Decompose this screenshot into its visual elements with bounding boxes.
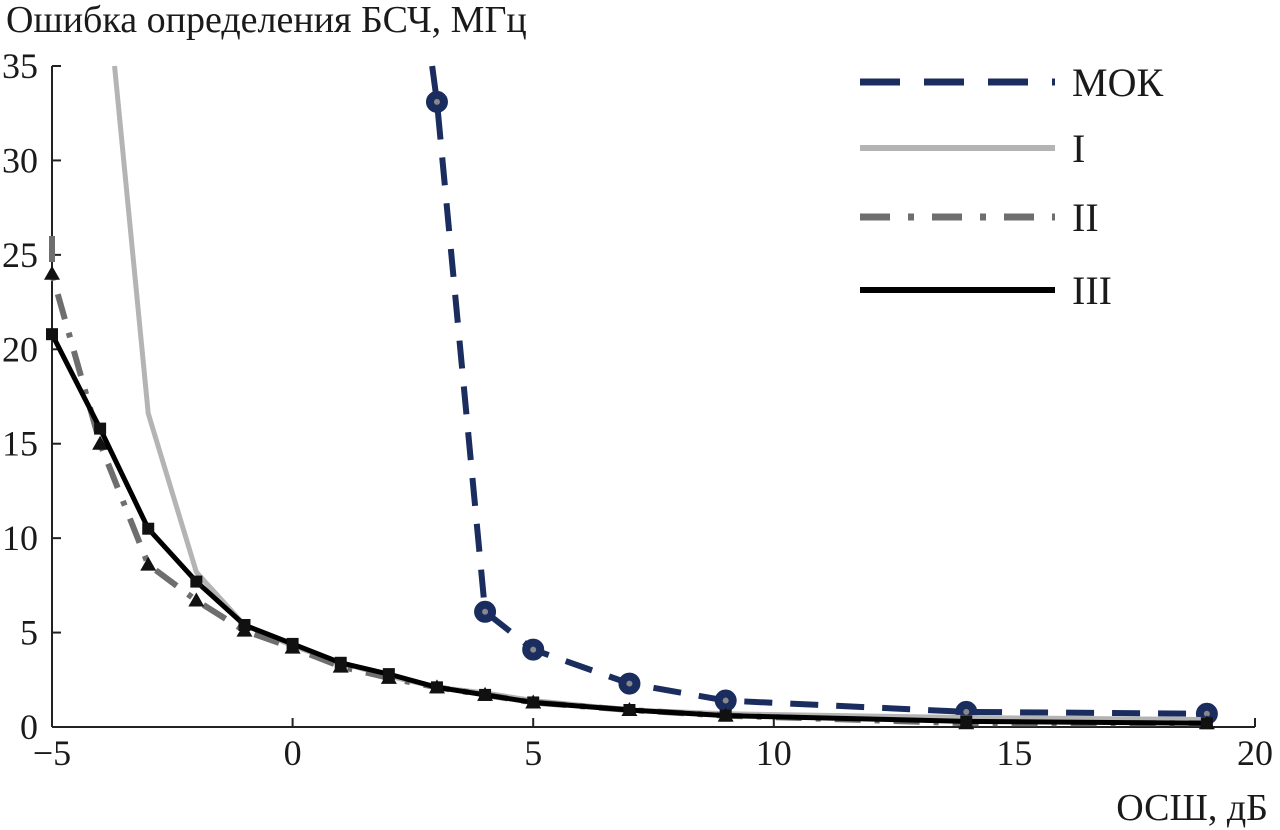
y-tick-label: 35 [2, 46, 38, 86]
x-tick-label: 10 [756, 733, 792, 773]
series-4-point [1200, 717, 1213, 730]
y-tick-label: 0 [20, 707, 38, 747]
y-tick-label: 10 [2, 518, 38, 558]
series-4-point [960, 715, 973, 728]
series-4-point [479, 688, 492, 701]
series-1-point-center [1203, 710, 1210, 717]
series-4-point [334, 656, 347, 669]
series-4-point [623, 704, 636, 717]
x-tick-label: 20 [1237, 733, 1273, 773]
series-4-point [190, 575, 203, 588]
series-4-point [238, 619, 251, 632]
series-3-point [188, 592, 205, 607]
series-3-point [92, 435, 109, 450]
legend-label-1: МОК [1072, 60, 1163, 105]
x-tick-label: −5 [33, 733, 71, 773]
series-4-point [719, 709, 732, 722]
series-2-line [112, 65, 1207, 722]
series-1-line [429, 65, 1207, 717]
y-tick-label: 20 [2, 329, 38, 369]
series-1-point-center [963, 708, 970, 715]
series-1-point-center [482, 608, 489, 615]
y-axis-label: Ошибка определения БСЧ, МГц [6, 0, 527, 41]
series-4-point [94, 422, 107, 435]
series-4-point [46, 328, 58, 341]
series-4-point [286, 637, 299, 650]
y-tick-label: 30 [2, 140, 38, 180]
series-1-point-center [433, 98, 440, 105]
series-3-point [140, 556, 157, 571]
legend-label-4: III [1072, 268, 1112, 313]
series-3-line [49, 235, 1207, 727]
series-1-point-center [626, 680, 633, 687]
x-tick-label: 0 [284, 733, 302, 773]
x-tick-label: 15 [996, 733, 1032, 773]
series-1-point-center [530, 646, 537, 653]
series-4-point [430, 681, 443, 694]
plot-area [44, 65, 1218, 730]
x-tick-label: 5 [524, 733, 542, 773]
y-tick-label: 15 [2, 424, 38, 464]
y-tick-label: 25 [2, 235, 38, 275]
y-tick-label: 5 [20, 613, 38, 653]
series-4-line [49, 333, 1207, 726]
series-4-point [142, 522, 155, 535]
series-4-point [527, 696, 540, 709]
series-3-point [44, 265, 60, 280]
legend-label-2: I [1072, 126, 1085, 171]
legend-label-3: II [1072, 195, 1099, 240]
series-4-point [382, 668, 395, 681]
x-axis-label: ОСШ, дБ [1116, 787, 1268, 829]
series-1-point-center [722, 697, 729, 704]
